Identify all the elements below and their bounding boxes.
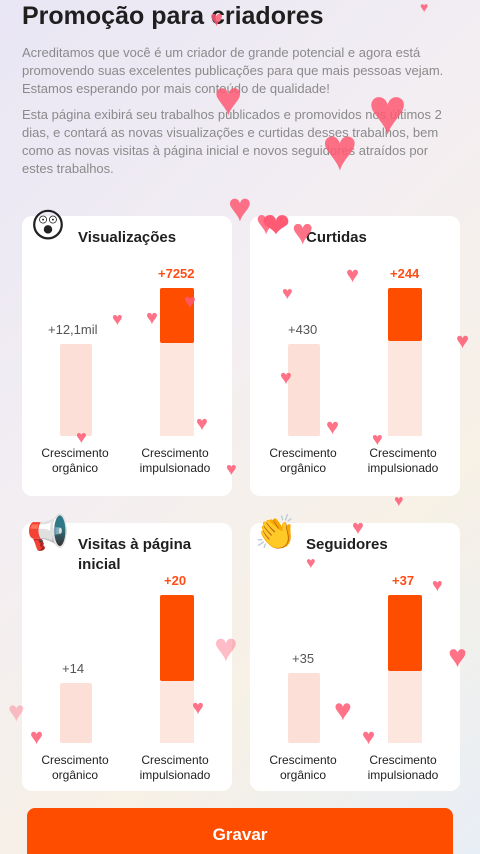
heart-icon: ♥	[322, 116, 358, 183]
card-title: Visitas à página inicial	[78, 536, 192, 573]
boosted-column: +7252 Crescimento impulsionado	[130, 216, 220, 496]
boosted-label: Crescimento impulsionado	[367, 446, 439, 475]
organic-label: Crescimento orgânico	[269, 753, 337, 782]
boosted-value: +37	[392, 573, 415, 588]
boosted-column: +37 Crescimento impulsionado	[358, 523, 448, 791]
heart-icon: ♥	[280, 367, 292, 389]
heart-icon: ♥	[456, 328, 470, 353]
heart-icon: ♥	[146, 307, 158, 329]
boosted-bar	[160, 595, 194, 681]
homepage-visits-card: 📢 Visitas à página inicial +14 Crescimen…	[22, 514, 232, 791]
likes-card: ❤ Curtidas +430 Crescimento orgânico +24…	[250, 207, 460, 496]
megaphone-icon: 📢	[26, 514, 70, 552]
hearts-icon: ❤	[261, 207, 291, 245]
shocked-face-icon: 😲	[30, 207, 66, 245]
boosted-label: Crescimento impulsionado	[139, 753, 211, 782]
heart-icon: ♥	[306, 555, 316, 572]
heart-icon: ♥	[334, 694, 352, 727]
organic-value: +430	[288, 322, 318, 337]
page-title: Promoção para criadores	[22, 2, 324, 30]
heart-icon: ♥	[362, 724, 376, 749]
intro-text: Acreditamos que você é um criador de gra…	[22, 44, 462, 178]
organic-value: +12,1mil	[48, 322, 98, 337]
boosted-value: +244	[390, 266, 420, 281]
organic-column: +430 Crescimento orgânico	[258, 216, 348, 496]
intro-paragraph-2: Esta página exibirá seu trabalhos public…	[22, 107, 442, 176]
heart-icon: ♥	[214, 626, 238, 670]
organic-value: +14	[62, 661, 85, 676]
heart-icon: ♥	[184, 291, 196, 313]
heart-icon: ♥	[192, 697, 204, 719]
card-title: Seguidores	[306, 536, 388, 553]
heart-icon: ♥	[420, 0, 429, 15]
heart-icon: ♥	[76, 427, 87, 447]
organic-bar	[60, 683, 92, 743]
organic-bar	[60, 344, 92, 436]
heart-icon: ♥	[432, 575, 443, 595]
organic-label: Crescimento orgânico	[41, 753, 109, 782]
boosted-bar	[388, 595, 422, 671]
heart-icon: ♥	[196, 413, 208, 435]
organic-column: +12,1mil Crescimento orgânico	[30, 216, 120, 496]
organic-column: +35 Crescimento orgânico	[258, 523, 348, 791]
followers-card: 👏 Seguidores +35 Crescimento orgânico +3…	[250, 514, 460, 791]
heart-icon: ♥	[372, 429, 383, 449]
card-title: Curtidas	[306, 229, 367, 246]
boosted-bar	[160, 288, 194, 343]
heart-icon: ♥	[448, 638, 467, 674]
clap-hands-icon: 👏	[254, 514, 298, 552]
heart-icon: ♥	[226, 459, 237, 479]
heart-icon: ♥	[292, 211, 314, 252]
boosted-label: Crescimento impulsionado	[139, 446, 211, 475]
heart-icon: ♥	[326, 414, 340, 439]
heart-icon: ♥	[256, 204, 277, 242]
heart-icon: ♥	[228, 186, 252, 230]
card-title: Visualizações	[78, 229, 177, 246]
heart-icon: ♥	[210, 6, 224, 31]
organic-column: +14 Crescimento orgânico	[30, 523, 120, 791]
boosted-column: +244 Crescimento impulsionado	[358, 216, 448, 496]
heart-icon: ♥	[346, 262, 360, 287]
organic-bar	[288, 344, 320, 436]
boosted-column: +20 Crescimento impulsionado	[130, 523, 220, 791]
record-button[interactable]: Gravar	[27, 808, 453, 854]
boosted-value: +20	[164, 573, 187, 588]
heart-icon: ♥	[394, 493, 404, 510]
heart-icon: ♥	[112, 309, 123, 329]
organic-label: Crescimento orgânico	[269, 446, 337, 475]
organic-bar	[288, 673, 320, 743]
intro-paragraph-1: Acreditamos que você é um criador de gra…	[22, 45, 444, 96]
heart-icon: ♥	[8, 696, 25, 727]
organic-value: +35	[292, 651, 315, 666]
heart-icon: ♥	[368, 74, 408, 148]
heart-icon: ♥	[352, 517, 364, 539]
organic-label: Crescimento orgânico	[41, 446, 109, 475]
heart-icon: ♥	[30, 724, 44, 749]
heart-icon: ♥	[282, 283, 293, 303]
boosted-label: Crescimento impulsionado	[367, 753, 439, 782]
views-card: 😲 Visualizações +12,1mil Crescimento org…	[22, 207, 232, 496]
boosted-bar	[388, 288, 422, 341]
heart-icon: ♥	[214, 73, 243, 126]
boosted-value: +7252	[158, 266, 195, 281]
